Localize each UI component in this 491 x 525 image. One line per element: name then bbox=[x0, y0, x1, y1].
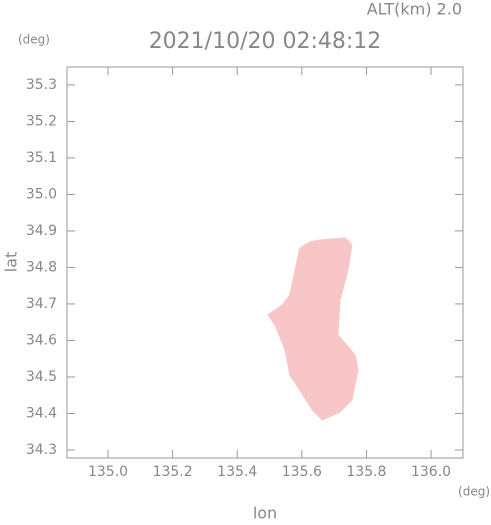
x-tick-label: 136.0 bbox=[411, 464, 451, 480]
y-tick-label: 35.2 bbox=[26, 113, 57, 129]
chart-subtitle: ALT(km) 2.0 bbox=[367, 0, 462, 19]
x-unit: (deg) bbox=[458, 485, 490, 499]
y-tick-label: 35.1 bbox=[26, 150, 57, 166]
y-tick-label: 34.5 bbox=[26, 369, 57, 385]
y-tick-label: 34.7 bbox=[26, 296, 57, 312]
y-tick-label: 35.3 bbox=[26, 77, 57, 93]
y-tick-label: 34.6 bbox=[26, 332, 57, 348]
echo-region bbox=[267, 237, 359, 421]
chart-title: 2021/10/20 02:48:12 bbox=[149, 29, 382, 54]
x-tick-label: 135.2 bbox=[153, 464, 193, 480]
y-unit: (deg) bbox=[18, 33, 50, 47]
y-tick-label: 34.3 bbox=[26, 442, 57, 458]
y-tick-label: 34.9 bbox=[26, 223, 57, 239]
x-tick-label: 135.4 bbox=[217, 464, 257, 480]
plot-frame bbox=[66, 66, 464, 459]
x-tick-label: 135.6 bbox=[282, 464, 322, 480]
y-axis-label: lat bbox=[2, 252, 21, 273]
x-axis-label: lon bbox=[253, 504, 277, 522]
y-tick-label: 34.8 bbox=[26, 259, 57, 275]
y-tick-label: 35.0 bbox=[26, 186, 57, 202]
y-tick-label: 34.4 bbox=[26, 405, 57, 421]
x-tick-label: 135.0 bbox=[88, 464, 128, 480]
x-tick-label: 135.8 bbox=[346, 464, 386, 480]
